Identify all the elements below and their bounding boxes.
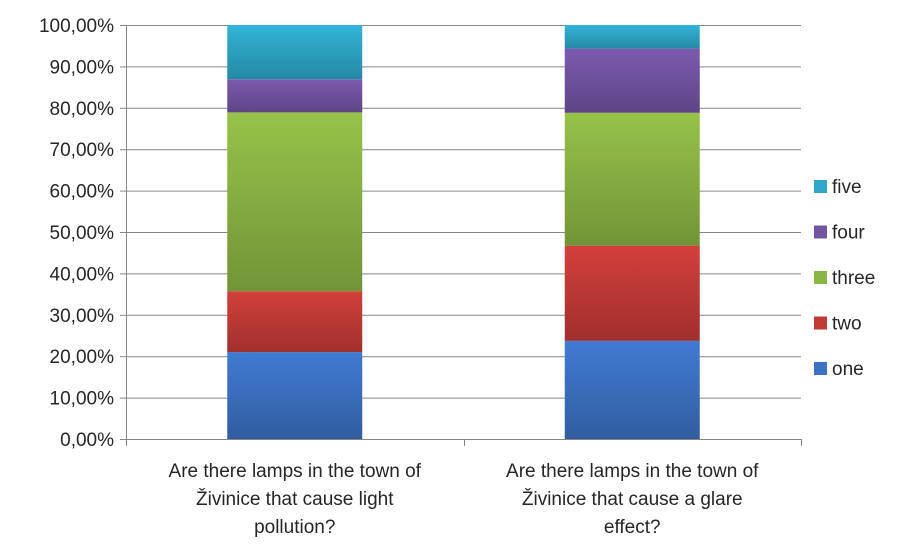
- x-category-label: Are there lamps in the town of Živinice t…: [506, 461, 759, 538]
- bar-segment-three: [564, 112, 700, 246]
- y-tick-label: 90,00%: [50, 57, 115, 78]
- bar-segment-one: [227, 352, 363, 439]
- y-tick-label: 60,00%: [50, 182, 115, 203]
- legend-label-two: two: [832, 314, 862, 335]
- legend-label-three: three: [832, 268, 875, 289]
- x-axis-category-labels: Are there lamps in the town of Živinice t…: [169, 461, 760, 538]
- y-tick-label: 0,00%: [60, 430, 114, 451]
- y-tick-label: 20,00%: [50, 347, 115, 368]
- legend-swatch-four: [814, 225, 827, 239]
- bar-segment-two: [564, 245, 700, 341]
- legend-swatch-one: [814, 362, 827, 375]
- bar-segment-one: [564, 340, 700, 439]
- legend-swatch-five: [814, 180, 827, 193]
- bar-segment-four: [227, 79, 363, 113]
- legend-swatch-three: [814, 271, 827, 284]
- bar-segment-two: [227, 291, 363, 353]
- y-axis-tick-labels: 0,00% 10,00% 20,00% 30,00% 40,00% 50,00% 60,00…: [39, 16, 114, 451]
- legend-label-one: one: [832, 359, 864, 380]
- legend-swatch-two: [814, 316, 827, 330]
- axes: [120, 25, 802, 446]
- legend-label-four: four: [832, 223, 865, 244]
- y-tick-label: 50,00%: [50, 223, 115, 244]
- bar-segment-five: [564, 25, 700, 49]
- bars: [227, 25, 700, 439]
- y-tick-label: 100,00%: [39, 16, 114, 37]
- legend-label-five: five: [832, 177, 862, 198]
- bar-segment-four: [564, 48, 700, 113]
- y-tick-label: 10,00%: [50, 389, 115, 410]
- x-category-label: Are there lamps in the town of Živinice t…: [169, 461, 422, 538]
- y-tick-label: 80,00%: [50, 99, 115, 120]
- bar-segment-three: [227, 112, 363, 292]
- legend: five four three two one: [814, 177, 875, 380]
- y-tick-label: 30,00%: [50, 306, 115, 327]
- bar-segment-five: [227, 25, 363, 80]
- y-tick-label: 70,00%: [50, 140, 115, 161]
- y-tick-label: 40,00%: [50, 264, 115, 285]
